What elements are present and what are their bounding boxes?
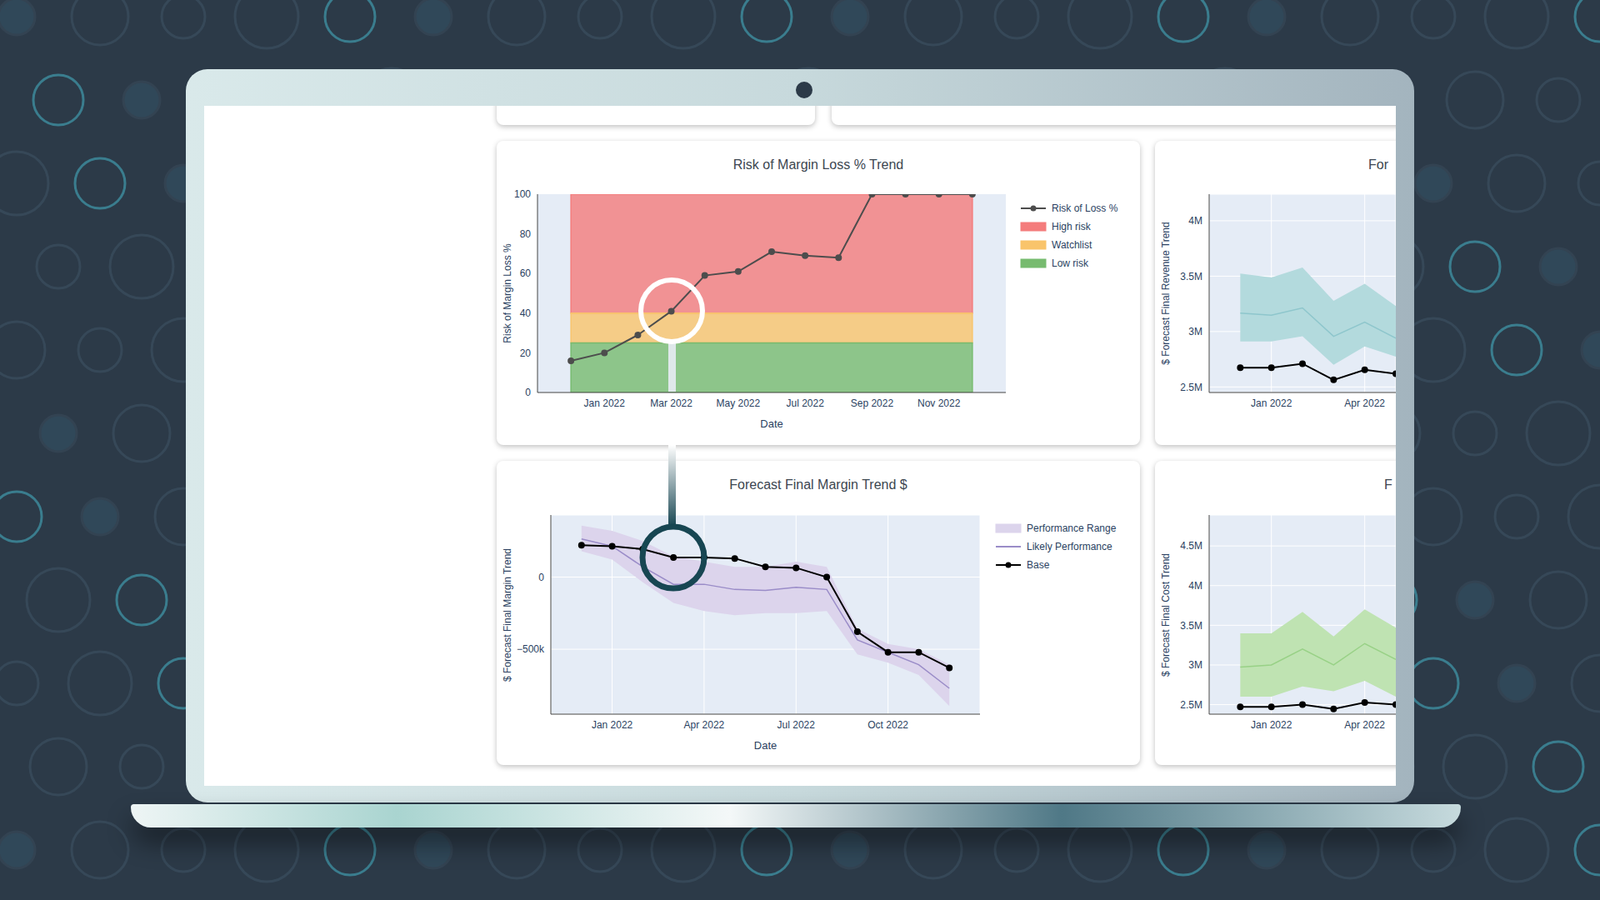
html-text:Date: Date: [754, 739, 777, 752]
svg-text:Nov 2022: Nov 2022: [917, 397, 961, 410]
svg-text:Oct 2022: Oct 2022: [867, 719, 909, 731]
svg-text:20: 20: [520, 347, 532, 360]
html-text:F: F: [1384, 477, 1393, 492]
html-text:Date: Date: [760, 417, 784, 430]
svg-text:3M: 3M: [1188, 659, 1203, 671]
svg-text:Sep 2022: Sep 2022: [850, 397, 895, 410]
svg-text:Jan 2022: Jan 2022: [1250, 397, 1293, 410]
svg-text:80: 80: [520, 228, 532, 240]
svg-text:Apr 2022: Apr 2022: [1344, 719, 1385, 731]
html-text:Performance Range: Performance Range: [1026, 522, 1117, 535]
svg-text:Jan 2022: Jan 2022: [1250, 719, 1293, 731]
svg-text:0: 0: [538, 571, 545, 584]
svg-text:Apr 2022: Apr 2022: [1344, 397, 1385, 410]
html-text:Low risk: Low risk: [1051, 257, 1089, 270]
svg-text:100: 100: [514, 188, 531, 200]
html-text:Risk of Loss %: Risk of Loss %: [1051, 202, 1118, 215]
html-text:Likely Performance: Likely Performance: [1026, 540, 1113, 553]
svg-text:Jul 2022: Jul 2022: [785, 397, 825, 410]
html-text:Base: Base: [1026, 559, 1050, 571]
svg-text:2.5M: 2.5M: [1180, 381, 1203, 394]
svg-text:Mar 2022: Mar 2022: [650, 397, 693, 410]
html-text:Risk of Margin Loss %: Risk of Margin Loss %: [501, 243, 514, 344]
html-text:For: For: [1368, 157, 1389, 172]
svg-text:Jan 2022: Jan 2022: [591, 719, 634, 731]
svg-text:0: 0: [525, 386, 531, 399]
html-text:High risk: High risk: [1051, 220, 1091, 233]
html-text:Forecast Final Margin Trend $: Forecast Final Margin Trend $: [729, 477, 908, 492]
svg-text:Apr 2022: Apr 2022: [684, 719, 725, 731]
svg-text:60: 60: [520, 267, 532, 280]
svg-text:3M: 3M: [1188, 325, 1203, 338]
html-text:Risk of Margin Loss % Trend: Risk of Margin Loss % Trend: [733, 157, 904, 172]
svg-text:Jan 2022: Jan 2022: [584, 397, 626, 410]
svg-text:May 2022: May 2022: [716, 397, 761, 410]
svg-text:2.5M: 2.5M: [1180, 699, 1203, 711]
svg-text:−500k: −500k: [516, 643, 545, 655]
html-text:$ Forecast Final Revenue Trend: $ Forecast Final Revenue Trend: [1160, 221, 1172, 365]
html-text:$ Forecast Final Cost Trend: $ Forecast Final Cost Trend: [1160, 552, 1172, 677]
html-text:Watchlist: Watchlist: [1051, 239, 1092, 251]
svg-text:4.5M: 4.5M: [1180, 540, 1203, 552]
svg-text:3.5M: 3.5M: [1180, 270, 1203, 283]
svg-text:40: 40: [520, 307, 532, 320]
svg-text:4M: 4M: [1188, 580, 1203, 592]
svg-text:4M: 4M: [1188, 215, 1203, 227]
html-text:$ Forecast Final Margin Trend: $ Forecast Final Margin Trend: [501, 547, 514, 682]
svg-text:Jul 2022: Jul 2022: [777, 719, 816, 731]
svg-text:3.5M: 3.5M: [1180, 620, 1203, 632]
